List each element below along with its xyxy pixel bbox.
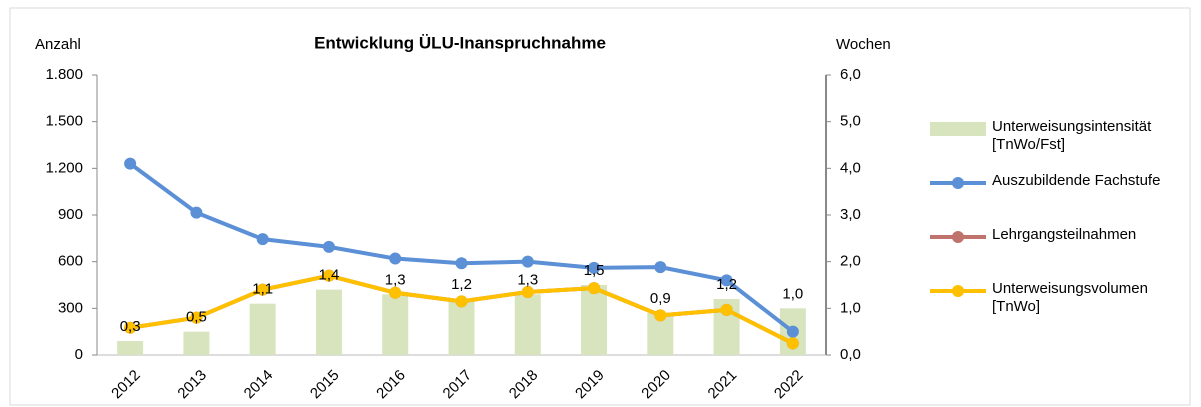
line-point (720, 274, 733, 287)
line-point (521, 286, 534, 298)
x-tick-label: 2021 (705, 367, 741, 403)
line-point (588, 261, 601, 274)
data-label: 0,9 (650, 290, 671, 307)
data-label: 1,3 (385, 271, 406, 288)
y2-tick-label: 1,0 (840, 299, 861, 316)
legend-label: Unterweisungsintensität [TnWo/Fst] (992, 118, 1152, 153)
bar (382, 294, 409, 355)
line-point (786, 325, 799, 338)
legend-item: Unterweisungsintensität [TnWo/Fst] (930, 118, 1180, 172)
line-point (588, 282, 601, 295)
line-point (521, 255, 534, 268)
bar (514, 294, 541, 355)
legend-label: Auszubildende Fachstufe (992, 172, 1161, 189)
line-point (720, 303, 733, 316)
line-point (389, 286, 402, 299)
legend-label: Lehrgangsteilnahmen (992, 226, 1137, 243)
x-tick-label: 2022 (771, 367, 807, 403)
line-point (654, 309, 667, 322)
y-tick-label: 600 (58, 253, 83, 270)
legend-swatch (930, 284, 986, 298)
bar (448, 299, 475, 355)
bar (249, 303, 276, 355)
line-point (190, 206, 203, 219)
line-point (124, 157, 137, 170)
legend-swatch (930, 230, 986, 244)
x-tick-label: 2017 (440, 367, 476, 403)
line-point (256, 233, 269, 246)
data-label: 1,3 (517, 271, 538, 288)
line-point (389, 252, 402, 265)
legend-item: Lehrgangsteilnahmen (930, 226, 1180, 280)
line-point (190, 311, 203, 324)
data-label: 1,0 (782, 285, 803, 302)
legend-swatch (930, 122, 986, 136)
data-label: 0,5 (186, 309, 207, 326)
line-point (455, 295, 468, 308)
frame (9, 7, 1191, 406)
legend-label: Unterweisungsvolumen [TnWo] (992, 280, 1148, 315)
data-label: 0,3 (120, 318, 141, 335)
y2-tick-label: 4,0 (840, 159, 861, 176)
line-point (124, 321, 137, 334)
data-label: 1,5 (584, 262, 605, 279)
data-label: 1,1 (252, 281, 273, 298)
y2-tick-label: 3,0 (840, 206, 861, 223)
data-label: 1,2 (451, 276, 472, 293)
y2-axis-label: Wochen (836, 36, 891, 53)
bar (581, 285, 608, 355)
x-tick-label: 2013 (174, 367, 210, 403)
legend-swatch (930, 176, 986, 190)
bar (117, 341, 144, 355)
line-point (322, 269, 335, 282)
y2-tick-label: 2,0 (840, 253, 861, 270)
legend-item: Auszubildende Fachstufe (930, 172, 1180, 226)
y2-tick-label: 6,0 (840, 66, 861, 83)
line-point (654, 261, 667, 274)
line-point (322, 240, 335, 253)
x-tick-label: 2014 (241, 367, 277, 403)
y-axis-label: Anzahl (35, 36, 81, 53)
x-tick-label: 2012 (108, 367, 144, 403)
y2-tick-label: 5,0 (840, 113, 861, 130)
x-tick-label: 2018 (506, 367, 542, 403)
data-label: 1,4 (319, 267, 340, 284)
bar (315, 289, 342, 355)
legend-item: Unterweisungsvolumen [TnWo] (930, 280, 1180, 334)
line-point (455, 257, 468, 270)
y-tick-label: 0 (75, 346, 83, 363)
x-tick-label: 2016 (373, 367, 409, 403)
line-point (256, 283, 269, 296)
y2-tick-label: 0,0 (840, 346, 861, 363)
y-tick-label: 300 (58, 299, 83, 316)
y-tick-label: 1.200 (45, 159, 83, 176)
y-tick-label: 1.800 (45, 66, 83, 83)
line-point (786, 337, 799, 350)
legend: Unterweisungsintensität [TnWo/Fst] Auszub… (930, 118, 1180, 334)
y-tick-label: 1.500 (45, 113, 83, 130)
bar (183, 331, 210, 355)
x-tick-label: 2020 (638, 367, 674, 403)
x-tick-label: 2019 (572, 367, 608, 403)
chart-title: Entwicklung ÜLU-Inanspruchnahme (314, 33, 606, 52)
y-tick-label: 900 (58, 206, 83, 223)
x-tick-label: 2015 (307, 367, 343, 403)
data-label: 1,2 (716, 276, 737, 293)
